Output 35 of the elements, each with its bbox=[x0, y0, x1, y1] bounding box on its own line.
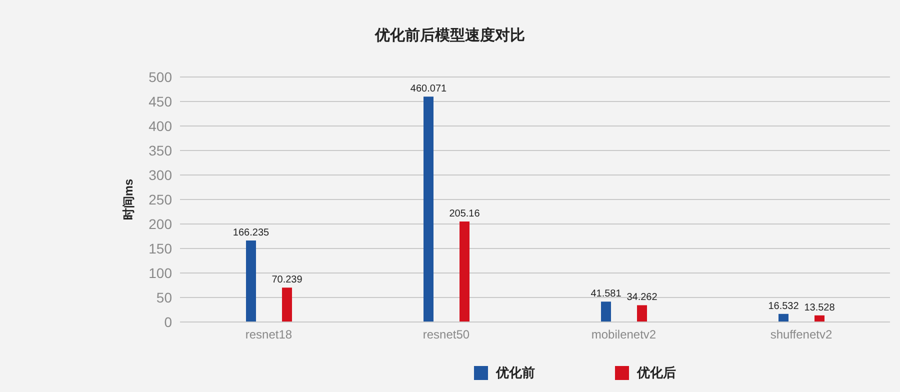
x-tick-label: shuffenetv2 bbox=[770, 328, 832, 342]
y-tick-label: 150 bbox=[148, 240, 172, 256]
bar bbox=[282, 288, 292, 322]
data-label: 460.071 bbox=[410, 84, 448, 95]
y-tick-label: 450 bbox=[148, 93, 172, 110]
y-tick-label: 200 bbox=[148, 216, 172, 232]
y-tick-label: 300 bbox=[148, 166, 172, 183]
bar bbox=[460, 221, 470, 322]
bar bbox=[246, 240, 256, 322]
data-label: 166.235 bbox=[232, 228, 270, 239]
data-label: 205.16 bbox=[449, 208, 480, 220]
data-label: 13.528 bbox=[804, 302, 836, 314]
y-tick-label: 400 bbox=[148, 118, 172, 134]
bar bbox=[637, 305, 647, 322]
x-tick-label: resnet18 bbox=[245, 328, 292, 342]
y-tick-label: 350 bbox=[148, 142, 172, 158]
y-tick-label: 250 bbox=[148, 191, 172, 208]
y-axis-title: 时间ms bbox=[121, 178, 136, 220]
data-label: 34.262 bbox=[626, 292, 658, 304]
bar bbox=[601, 302, 611, 322]
y-tick-label: 50 bbox=[156, 289, 172, 306]
y-tick-label: 500 bbox=[148, 68, 172, 85]
x-tick-label: resnet50 bbox=[422, 328, 470, 342]
chart-title: 优化前后模型速度对比 bbox=[374, 26, 526, 45]
x-tick-label: mobilenetv2 bbox=[591, 328, 656, 342]
data-label: 16.532 bbox=[768, 300, 800, 312]
y-tick-label: 0 bbox=[164, 314, 172, 330]
y-tick-label: 100 bbox=[148, 264, 172, 281]
bar bbox=[424, 96, 434, 322]
bar bbox=[814, 315, 824, 322]
data-label: 70.239 bbox=[272, 274, 303, 286]
legend-label: 优化前 bbox=[496, 365, 535, 380]
data-label: 41.581 bbox=[590, 288, 622, 300]
legend-label: 优化后 bbox=[637, 365, 676, 380]
bar bbox=[778, 314, 788, 322]
